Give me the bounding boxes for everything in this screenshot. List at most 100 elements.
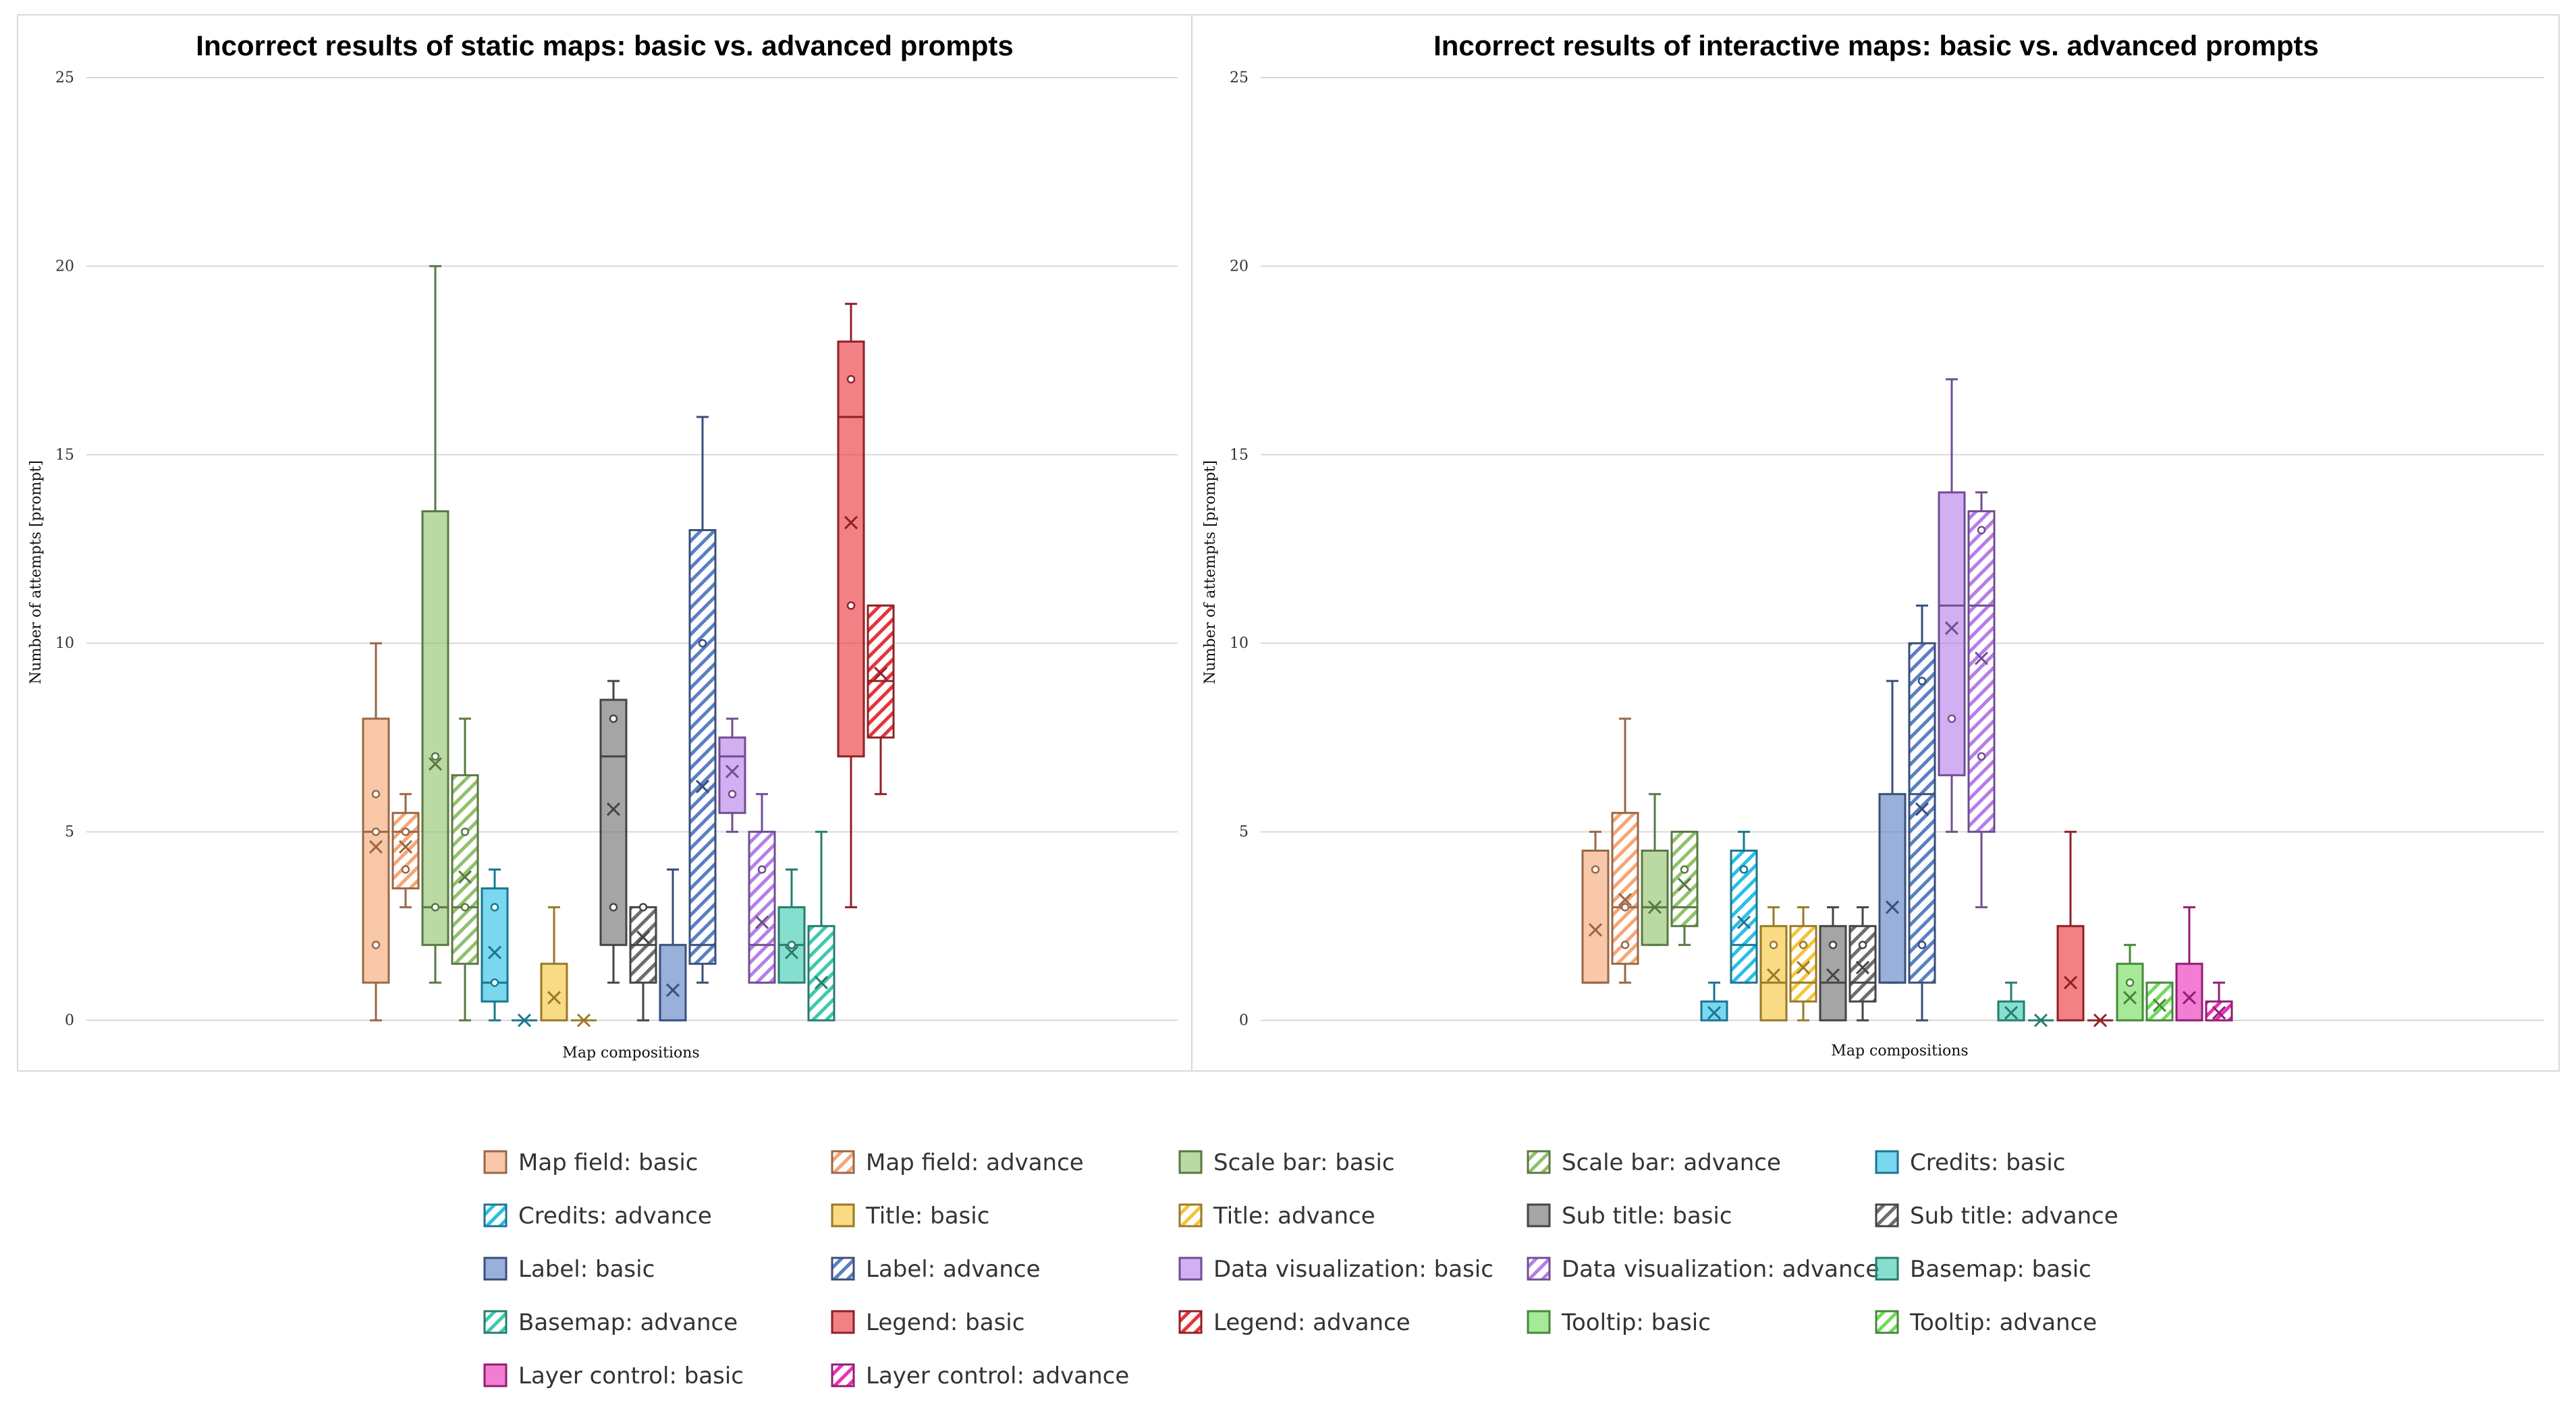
legend-swatch [1875,1310,1899,1334]
mean-marker [1915,802,1929,817]
data-point [371,790,381,798]
interactive-box-title-advance [1789,906,1817,1022]
interactive-maps-chart: Incorrect results of interactive maps: b… [1191,14,2560,1072]
data-point [401,827,410,836]
box-iqr [391,812,420,889]
interactive-y-tick-label: 25 [1230,70,1249,86]
legend-item-title-advance: Title: advance [1178,1203,1375,1230]
box-iqr [451,774,479,965]
legend-swatch [831,1257,855,1281]
data-point [1858,940,1867,949]
data-point [698,638,707,648]
interactive-box-map-field-basic [1581,831,1610,984]
legend-item-sub-title-basic: Sub title: basic [1527,1203,1732,1230]
legend-label: Title: basic [865,1203,989,1230]
legend-label: Credits: advance [518,1203,712,1230]
legend-item-label-advance: Label: advance [831,1256,1041,1283]
static-box-title-basic [540,906,568,1022]
legend-swatch [1178,1310,1203,1334]
box-iqr [540,962,568,1022]
mean-marker [1736,915,1751,929]
legend-label: Tooltip: advance [1909,1309,2097,1336]
static-y-tick-label: 15 [55,447,74,464]
data-point [757,865,767,874]
legend-label: Layer control: basic [518,1362,744,1389]
legend: Map field: basic Map field: advance Scale … [483,1149,2118,1389]
static-boxes [362,265,895,1028]
interactive-y-axis-label: Number of attempts [prompt] [1202,460,1219,684]
mean-marker [2152,998,2167,1012]
interactive-y-tick-label: 5 [1239,824,1249,841]
interactive-box-scale-bar-advance [1670,831,1699,946]
static-box-sub-title-advance [629,903,657,1022]
data-point [846,601,856,610]
interactive-box-data-visualization-advance [1967,491,1996,908]
mean-marker [2063,976,2078,990]
legend-item-scale-bar-basic: Scale bar: basic [1178,1149,1395,1176]
legend-item-credits-basic: Credits: basic [1875,1149,2066,1176]
box-iqr [2205,1000,2233,1022]
legend-swatch [483,1150,508,1174]
legend-item-legend-advance: Legend: advance [1178,1309,1410,1336]
mean-marker [814,976,829,990]
data-point [728,790,737,798]
data-point [609,903,618,912]
box-iqr [1641,850,1669,946]
data-point [1977,752,1986,761]
mean-marker [784,945,799,960]
box-iqr [1611,812,1639,965]
box-iqr [867,604,895,739]
mean-marker [2122,991,2137,1005]
data-point [490,978,499,987]
interactive-y-tick-label: 15 [1230,447,1249,464]
legend-item-basemap-basic: Basemap: basic [1875,1256,2091,1283]
mean-marker [1974,651,1989,665]
interactive-x-axis-label: Map compositions [1831,1043,1968,1059]
data-point [1620,903,1630,912]
data-point [1620,940,1630,949]
box-iqr [659,943,687,1022]
data-point [490,903,499,912]
legend-swatch [1875,1257,1899,1281]
mean-marker [547,991,561,1005]
interactive-box-legend-basic [2056,831,2085,1022]
legend-item-title-basic: Title: basic [831,1203,989,1230]
static-box-basemap-basic [777,868,806,984]
box-iqr [1878,793,1907,984]
legend-swatch [1527,1203,1551,1228]
interactive-box-data-visualization-basic [1938,378,1966,833]
legend-item-layer-control-advance: Layer control: advance [831,1362,1129,1389]
mean-marker [636,931,651,945]
interactive-box-label-advance [1908,604,1936,1022]
box-iqr [2056,925,2085,1022]
static-chart-title: Incorrect results of static maps: basic … [196,30,1013,61]
data-point [1917,676,1927,686]
box-iqr [688,529,717,965]
static-y-axis-label: Number of attempts [prompt] [28,460,45,684]
interactive-y-tick-label: 10 [1230,635,1249,652]
legend-item-legend-basic: Legend: basic [831,1309,1024,1336]
box-iqr [599,698,628,946]
mean-marker [1885,900,1900,914]
box-iqr [1819,925,1847,1022]
interactive-box-credits-advance [1730,831,1758,984]
static-maps-chart: Incorrect results of static maps: basic … [17,14,1193,1072]
box-iqr [837,340,865,758]
data-point [1917,940,1927,949]
static-box-label-basic [659,868,687,1022]
mean-marker [398,839,413,854]
mean-marker [844,516,858,530]
legend-label: Layer control: advance [866,1362,1129,1389]
interactive-box-label-basic [1878,680,1907,984]
legend-label: Tooltip: basic [1561,1309,1711,1336]
mean-marker [2212,1005,2226,1020]
data-point [460,827,470,836]
mean-marker [665,983,680,997]
legend-label: Title: advance [1213,1203,1375,1230]
data-point [1680,865,1689,874]
mean-marker [1588,922,1603,937]
static-y-tick-label: 25 [55,70,74,86]
legend-swatch [1527,1257,1551,1281]
interactive-box-legend-advance [2087,1013,2113,1028]
